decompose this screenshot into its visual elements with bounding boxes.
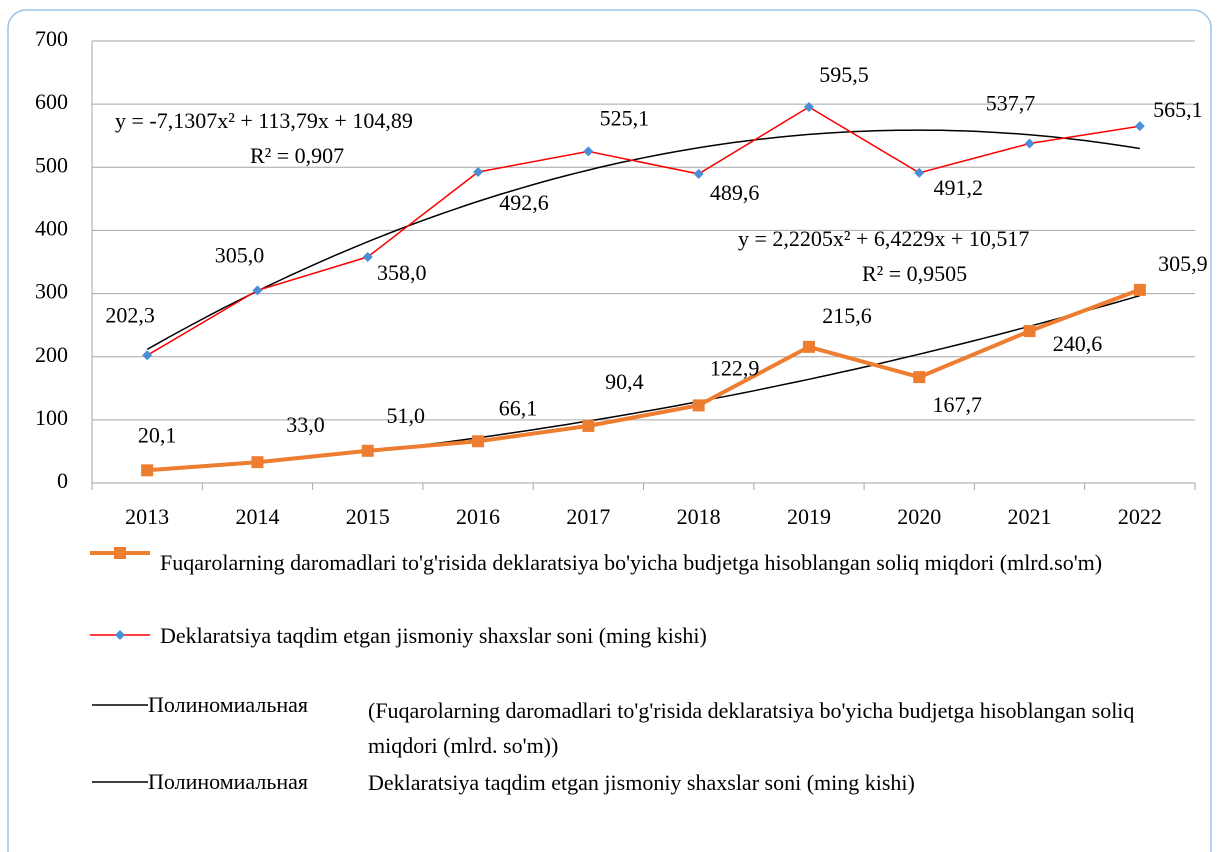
y-tick-label: 0 [57,468,68,493]
marker [252,285,263,296]
data-label: 489,6 [710,180,760,205]
legend-label: Deklaratsiya taqdim etgan jismoniy shaxs… [160,623,707,648]
marker [803,101,814,112]
legend-label: Полиномиальная [148,692,309,717]
legend-label: (Fuqarolarning daromadlari to'g'risida d… [368,698,1135,758]
trendline [146,129,1140,351]
data-label: 215,6 [822,303,872,328]
x-tick-label: 2017 [566,504,610,529]
data-label: 565,1 [1153,97,1203,122]
data-label: 202,3 [105,302,155,327]
marker [582,419,595,432]
trend-equation: y = 2,2205x² + 6,4229x + 10,517 [738,226,1029,251]
legend-marker [114,547,126,559]
marker [361,444,374,457]
data-label: 66,1 [499,395,538,420]
x-tick-label: 2021 [1008,504,1052,529]
data-label: 33,0 [286,412,325,437]
x-tick-label: 2022 [1118,504,1162,529]
marker [913,371,926,384]
trend-r2: R² = 0,9505 [862,261,967,286]
legend-label: Полиномиальная [148,769,309,794]
trend-r2: R² = 0,907 [250,143,344,168]
data-label: 20,1 [138,422,177,447]
marker [692,399,705,412]
marker [914,167,925,178]
marker [1133,283,1146,296]
legend-marker [115,630,125,640]
marker [1024,138,1035,149]
y-tick-label: 500 [35,152,68,177]
x-tick-label: 2014 [235,504,279,529]
y-tick-label: 100 [35,405,68,430]
marker [802,340,815,353]
marker [693,168,704,179]
series-line [146,106,1140,356]
data-label: 305,9 [1158,251,1208,276]
data-label: 491,2 [934,175,984,200]
chart-border [7,9,1212,852]
data-label: 358,0 [377,260,427,285]
x-tick-label: 2020 [897,504,941,529]
marker [583,146,594,157]
data-label: 90,4 [605,369,644,394]
series-line [147,287,1141,473]
data-label: 51,0 [387,403,426,428]
data-label: 305,0 [215,242,265,267]
marker [472,435,485,448]
legend-label: Fuqarolarning daromadlari to'g'risida de… [160,550,1103,575]
x-tick-label: 2019 [787,504,831,529]
data-label: 167,7 [933,392,983,417]
marker [473,166,484,177]
data-label: 595,5 [819,62,869,87]
legend-label: Deklaratsiya taqdim etgan jismoniy shaxs… [368,770,915,795]
x-tick-label: 2018 [677,504,721,529]
marker [142,350,153,361]
y-tick-label: 400 [35,215,68,240]
x-tick-label: 2015 [346,504,390,529]
y-tick-label: 300 [35,279,68,304]
trend-equation: y = -7,1307x² + 113,79x + 104,89 [115,108,413,133]
marker [1023,325,1036,338]
y-tick-label: 200 [35,342,68,367]
data-label: 525,1 [600,105,650,130]
marker [141,464,154,477]
y-tick-label: 600 [35,89,68,114]
marker [251,456,264,469]
marker [362,251,373,262]
x-tick-label: 2016 [456,504,500,529]
data-label: 492,6 [499,190,549,215]
y-tick-label: 700 [35,26,68,51]
data-label: 537,7 [986,91,1036,116]
marker [1134,121,1145,132]
data-label: 240,6 [1053,331,1103,356]
x-tick-label: 2013 [125,504,169,529]
data-label: 122,9 [710,355,760,380]
